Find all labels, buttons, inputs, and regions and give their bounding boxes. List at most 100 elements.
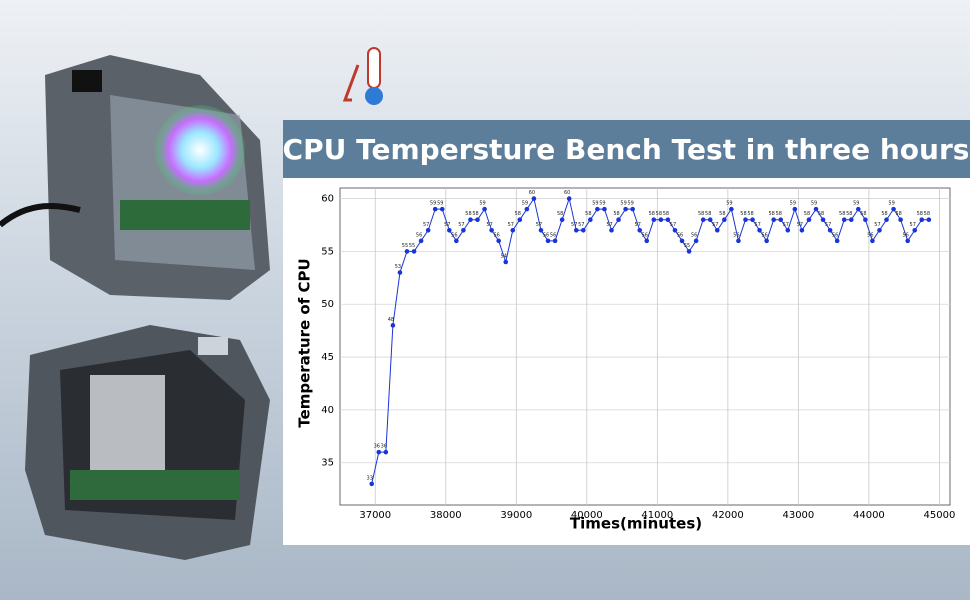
data-label: 59 [592, 201, 598, 207]
data-label: 56 [451, 232, 457, 238]
data-point [369, 481, 375, 487]
data-label: 58 [881, 211, 887, 217]
data-point [665, 217, 671, 222]
plot-frame [339, 187, 951, 506]
data-point [870, 238, 875, 244]
data-label: 57 [825, 222, 831, 228]
data-point [686, 249, 692, 254]
x-tick-label: 44000 [853, 510, 885, 521]
data-label: 58 [613, 211, 619, 217]
data-label: 58 [895, 211, 901, 217]
data-label: 48 [388, 317, 394, 323]
data-point [856, 206, 861, 212]
data-point [736, 238, 741, 244]
data-point [595, 206, 600, 212]
data-point [722, 217, 727, 222]
data-label: 58 [472, 211, 478, 217]
data-label: 56 [903, 232, 909, 238]
chart-panel [283, 178, 970, 545]
data-label: 58 [924, 211, 930, 217]
y-tick-label: 50 [321, 299, 334, 310]
data-point [637, 227, 643, 233]
data-point [566, 196, 572, 201]
data-label: 58 [839, 211, 845, 217]
data-label: 57 [508, 222, 514, 228]
data-point [376, 449, 382, 455]
data-label: 57 [635, 222, 641, 228]
product-photo-bottom [25, 325, 270, 560]
data-point [820, 217, 826, 222]
data-point [841, 217, 847, 222]
data-point [468, 217, 473, 222]
data-point [926, 217, 932, 222]
data-point [461, 227, 466, 233]
data-label: 59 [811, 201, 817, 207]
data-point [454, 238, 459, 244]
data-point [785, 227, 791, 233]
data-point [658, 217, 664, 222]
data-label: 36 [374, 444, 380, 450]
data-point [623, 206, 628, 212]
data-point [616, 217, 621, 222]
data-point [813, 206, 819, 212]
chart-title: CPU Tempersture Bench Test in three hour… [283, 133, 970, 166]
y-tick-label: 35 [321, 458, 334, 469]
data-label: 57 [797, 222, 803, 228]
data-label: 57 [423, 222, 429, 228]
data-point [644, 238, 650, 244]
data-label: 57 [712, 222, 718, 228]
data-point [496, 238, 501, 244]
data-label: 59 [888, 201, 894, 207]
data-point [700, 217, 706, 222]
data-point [757, 227, 762, 233]
data-label: 57 [910, 222, 916, 228]
data-label: 56 [550, 232, 556, 238]
data-label: 59 [853, 201, 859, 207]
data-label: 60 [529, 190, 535, 196]
x-tick-label: 45000 [924, 510, 956, 521]
data-label: 57 [670, 222, 676, 228]
data-point [602, 206, 607, 212]
data-label: 59 [627, 201, 633, 207]
data-label: 58 [585, 211, 591, 217]
data-point [891, 206, 896, 212]
data-label: 59 [599, 201, 605, 207]
data-point [884, 217, 889, 222]
data-label: 58 [719, 211, 725, 217]
data-point [482, 206, 487, 212]
data-label: 55 [684, 243, 690, 249]
data-point [771, 217, 776, 222]
data-point [729, 206, 734, 212]
data-label: 56 [832, 232, 838, 238]
data-label: 58 [649, 211, 655, 217]
data-label: 59 [790, 201, 796, 207]
data-point [531, 196, 537, 201]
data-point [580, 227, 586, 233]
x-tick-label: 43000 [782, 510, 814, 521]
y-tick-label: 60 [321, 194, 334, 205]
x-tick-label: 42000 [712, 510, 744, 521]
data-point [834, 238, 840, 244]
data-label: 56 [733, 232, 739, 238]
data-label: 58 [917, 211, 923, 217]
y-tick-label: 40 [321, 405, 334, 416]
data-point [573, 227, 579, 233]
data-label: 57 [783, 222, 789, 228]
data-point [545, 238, 551, 244]
data-point [397, 270, 403, 275]
data-label: 57 [606, 222, 612, 228]
data-point [630, 206, 635, 212]
data-label: 59 [430, 201, 436, 207]
data-label: 59 [479, 201, 485, 207]
data-label: 60 [564, 190, 570, 196]
data-label: 54 [501, 253, 507, 259]
y-tick-label: 45 [321, 352, 334, 363]
x-tick-label: 37000 [359, 510, 391, 521]
data-point [404, 249, 410, 254]
data-point [792, 206, 798, 212]
data-point [432, 206, 438, 212]
data-label: 55 [409, 243, 415, 249]
data-point [609, 227, 614, 233]
data-point [559, 217, 565, 222]
data-point [447, 227, 452, 233]
